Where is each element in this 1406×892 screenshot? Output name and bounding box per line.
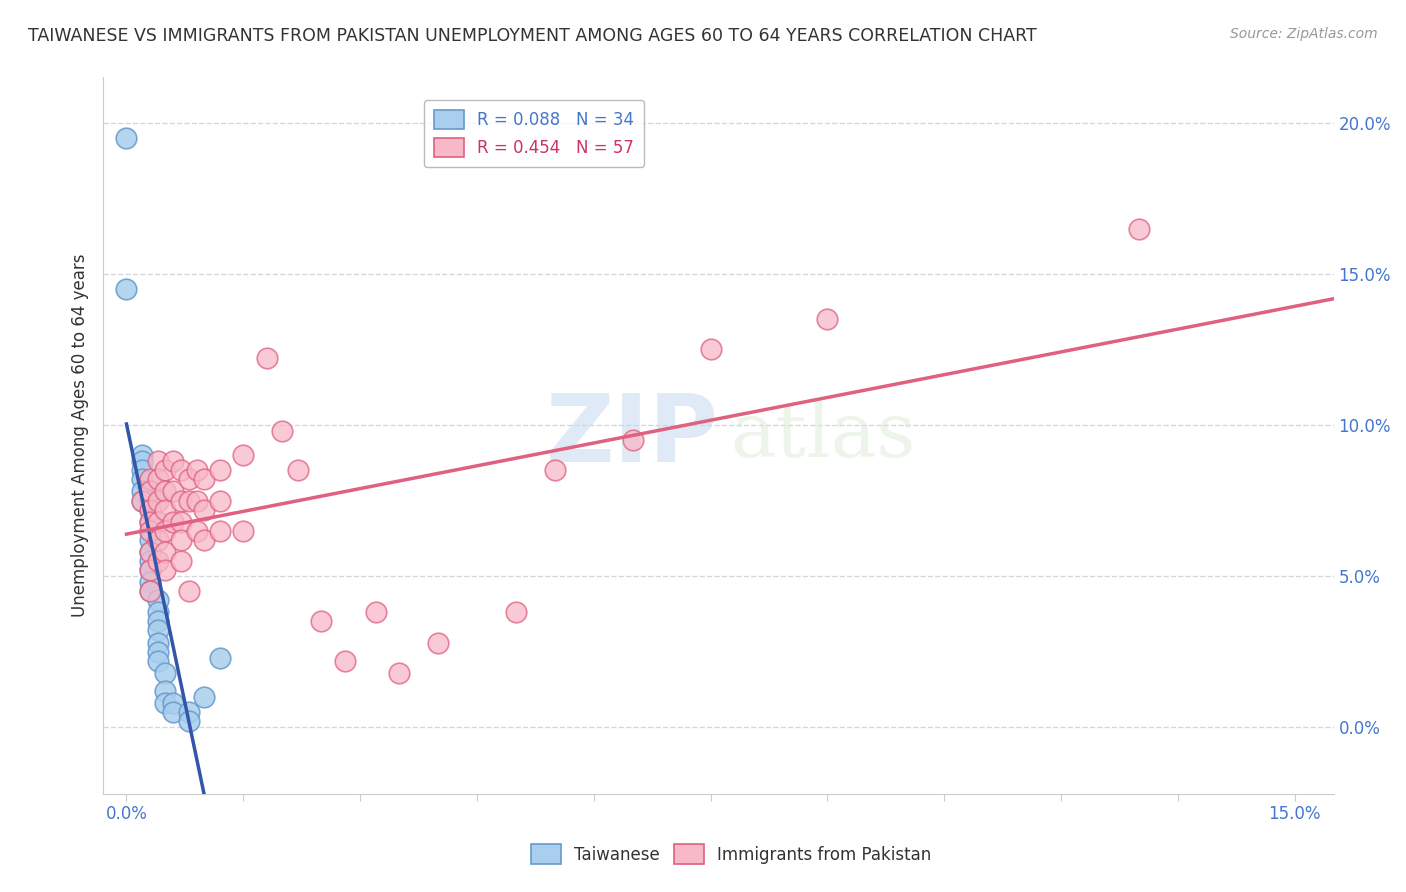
Point: [208, 650, 231, 665]
Point: [146, 533, 169, 547]
Point: [139, 584, 162, 599]
Point: [131, 484, 153, 499]
Point: [139, 533, 162, 547]
Point: [146, 605, 169, 619]
Point: [177, 714, 200, 728]
Point: [131, 463, 153, 477]
Point: [146, 615, 169, 629]
Text: atlas: atlas: [731, 399, 917, 473]
Point: [139, 563, 162, 577]
Point: [177, 705, 200, 719]
Point: [139, 524, 162, 538]
Point: [193, 472, 215, 486]
Text: TAIWANESE VS IMMIGRANTS FROM PAKISTAN UNEMPLOYMENT AMONG AGES 60 TO 64 YEARS COR: TAIWANESE VS IMMIGRANTS FROM PAKISTAN UN…: [28, 27, 1036, 45]
Point: [271, 424, 294, 438]
Point: [364, 605, 387, 619]
Point: [155, 545, 177, 559]
Point: [155, 463, 177, 477]
Point: [155, 484, 177, 499]
Point: [177, 584, 200, 599]
Point: [621, 433, 644, 447]
Point: [256, 351, 278, 366]
Point: [139, 545, 162, 559]
Point: [139, 524, 162, 538]
Point: [115, 282, 138, 296]
Point: [146, 554, 169, 568]
Point: [232, 448, 254, 462]
Point: [131, 493, 153, 508]
Point: [333, 654, 356, 668]
Point: [309, 615, 332, 629]
Point: [139, 515, 162, 529]
Text: ZIP: ZIP: [546, 390, 718, 482]
Point: [505, 605, 527, 619]
Point: [699, 343, 721, 357]
Point: [170, 515, 193, 529]
Point: [162, 705, 184, 719]
Point: [146, 635, 169, 649]
Y-axis label: Unemployment Among Ages 60 to 64 years: Unemployment Among Ages 60 to 64 years: [72, 254, 89, 617]
Point: [287, 463, 309, 477]
Point: [232, 524, 254, 538]
Point: [162, 696, 184, 710]
Legend: R = 0.088   N = 34, R = 0.454   N = 57: R = 0.088 N = 34, R = 0.454 N = 57: [423, 100, 644, 167]
Point: [162, 454, 184, 468]
Point: [193, 690, 215, 704]
Point: [146, 454, 169, 468]
Point: [155, 563, 177, 577]
Point: [146, 593, 169, 607]
Point: [155, 665, 177, 680]
Point: [186, 524, 208, 538]
Point: [208, 493, 231, 508]
Point: [177, 472, 200, 486]
Point: [193, 533, 215, 547]
Point: [139, 584, 162, 599]
Point: [177, 493, 200, 508]
Point: [139, 502, 162, 516]
Legend: Taiwanese, Immigrants from Pakistan: Taiwanese, Immigrants from Pakistan: [524, 838, 938, 871]
Point: [131, 448, 153, 462]
Point: [139, 484, 162, 499]
Point: [170, 463, 193, 477]
Point: [139, 502, 162, 516]
Point: [115, 131, 138, 145]
Point: [146, 654, 169, 668]
Point: [146, 645, 169, 659]
Point: [193, 502, 215, 516]
Point: [186, 493, 208, 508]
Point: [1128, 221, 1150, 235]
Point: [139, 545, 162, 559]
Point: [155, 524, 177, 538]
Point: [170, 554, 193, 568]
Point: [139, 493, 162, 508]
Point: [155, 696, 177, 710]
Point: [146, 624, 169, 638]
Point: [170, 493, 193, 508]
Point: [427, 635, 450, 649]
Point: [146, 493, 169, 508]
Point: [162, 515, 184, 529]
Point: [162, 484, 184, 499]
Point: [139, 575, 162, 590]
Text: Source: ZipAtlas.com: Source: ZipAtlas.com: [1230, 27, 1378, 41]
Point: [131, 454, 153, 468]
Point: [131, 472, 153, 486]
Point: [155, 684, 177, 698]
Point: [139, 563, 162, 577]
Point: [139, 515, 162, 529]
Point: [208, 524, 231, 538]
Point: [131, 493, 153, 508]
Point: [815, 312, 838, 326]
Point: [186, 463, 208, 477]
Point: [155, 502, 177, 516]
Point: [146, 515, 169, 529]
Point: [139, 472, 162, 486]
Point: [139, 554, 162, 568]
Point: [544, 463, 567, 477]
Point: [170, 533, 193, 547]
Point: [146, 472, 169, 486]
Point: [208, 463, 231, 477]
Point: [388, 665, 411, 680]
